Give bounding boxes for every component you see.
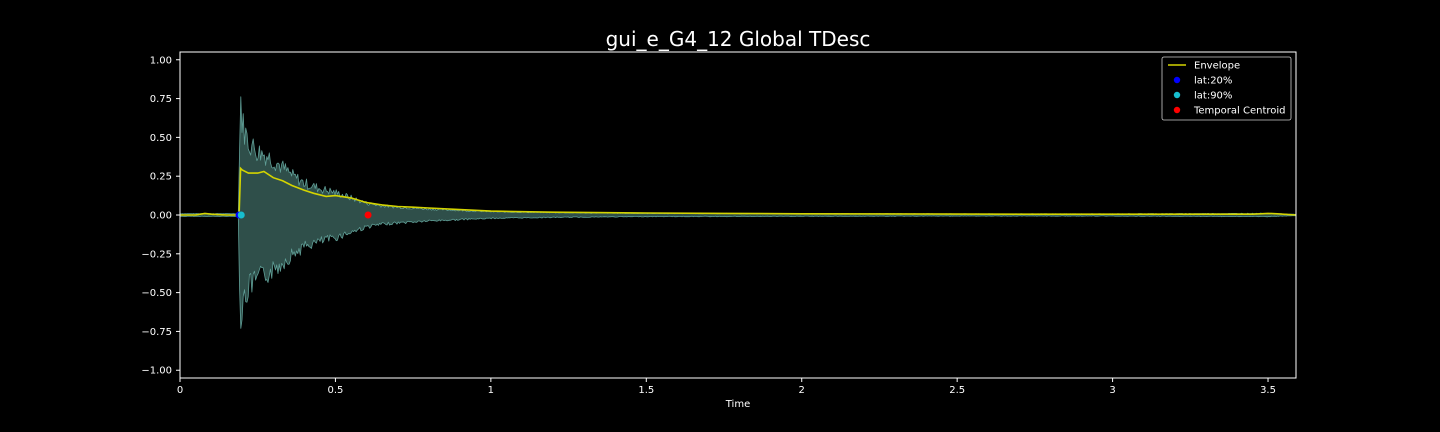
y-tick-label: 0.25 — [150, 172, 172, 183]
x-axis: 0 0.5 1 1.5 2 2.5 3 3.5 — [177, 378, 1276, 396]
x-tick-label: 2 — [799, 385, 805, 396]
legend-box — [1161, 56, 1292, 121]
x-tick-label: 0 — [177, 385, 183, 396]
plot-area — [179, 96, 1297, 329]
x-tick-label: 3.5 — [1260, 385, 1276, 396]
waveform-area — [179, 96, 1297, 329]
legend-swatch-lat-90- — [1173, 91, 1181, 99]
legend-label: Envelope — [1194, 61, 1240, 72]
x-tick-label: 2.5 — [949, 385, 965, 396]
y-tick-label: 0.00 — [150, 211, 172, 222]
y-tick-label: −0.25 — [141, 249, 172, 260]
legend-label: lat:20% — [1194, 76, 1232, 87]
point-temporal-centroid — [364, 211, 372, 219]
point-lat-90- — [237, 211, 245, 219]
y-tick-label: 0.75 — [150, 94, 172, 105]
x-tick-label: 3 — [1109, 385, 1115, 396]
x-tick-label: 1 — [488, 385, 494, 396]
y-tick-label: 1.00 — [150, 55, 172, 66]
y-tick-label: −0.75 — [141, 327, 172, 338]
legend: Envelope lat:20% lat:90% Temporal Centroid — [1161, 56, 1292, 121]
x-tick-label: 1.5 — [638, 385, 654, 396]
legend-label: lat:90% — [1194, 91, 1232, 102]
x-tick-label: 0.5 — [327, 385, 343, 396]
legend-label: Temporal Centroid — [1193, 106, 1286, 117]
chart-title: gui_e_G4_12 Global TDesc — [606, 27, 871, 51]
y-tick-label: −0.50 — [141, 288, 172, 299]
x-axis-label: Time — [725, 399, 750, 410]
y-tick-label: −1.00 — [141, 366, 172, 377]
legend-swatch-lat-20- — [1173, 76, 1181, 84]
series-envelope-line — [180, 166, 1297, 216]
y-tick-label: 0.50 — [150, 133, 172, 144]
y-axis: 1.00 0.75 0.50 0.25 0.00 −0.25 −0.50 −0.75 −1.00 — [141, 55, 180, 377]
legend-swatch-temporal-centroid — [1173, 106, 1181, 114]
